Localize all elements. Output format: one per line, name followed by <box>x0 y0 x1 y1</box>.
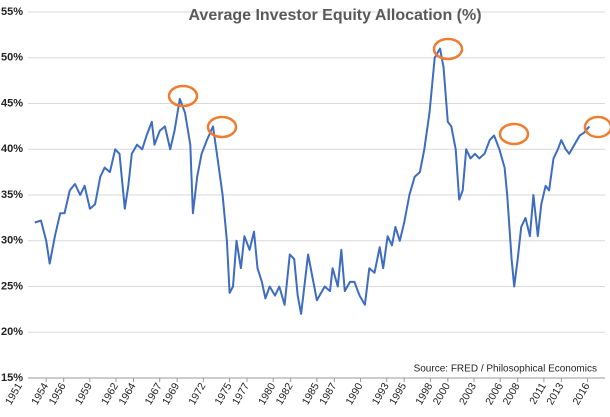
y-tick-label: 50% <box>1 52 23 64</box>
x-tick-label: 1962 <box>99 381 121 407</box>
source-note: Source: FRED / Philosophical Economics <box>414 364 597 375</box>
y-tick-label: 35% <box>1 189 23 201</box>
y-tick-label: 15% <box>1 372 23 384</box>
highlight-circle <box>583 115 610 139</box>
x-tick-label: 1964 <box>116 381 138 407</box>
x-tick-label: 2000 <box>431 381 453 407</box>
y-tick-label: 45% <box>1 97 23 109</box>
x-tick-label: 2016 <box>570 381 592 407</box>
x-tick-label: 1954 <box>29 381 51 407</box>
highlight-circle <box>206 115 238 139</box>
x-tick-label: 2008 <box>501 381 523 407</box>
x-tick-label: 1982 <box>274 381 296 407</box>
x-tick-label: 1951 <box>3 381 25 407</box>
y-tick-label: 55% <box>1 6 23 18</box>
x-tick-label: 1980 <box>256 381 278 407</box>
chart-title: Average Investor Equity Allocation (%) <box>188 7 481 24</box>
highlight-circle <box>498 122 530 146</box>
x-tick-label: 1998 <box>413 381 435 407</box>
x-tick-label: 1969 <box>160 381 182 407</box>
y-tick-label: 20% <box>1 326 23 338</box>
x-tick-label: 1987 <box>317 381 339 407</box>
highlight-circle <box>167 84 199 108</box>
x-tick-label: 1990 <box>343 381 365 407</box>
highlight-circles <box>167 37 610 146</box>
x-tick-label: 1972 <box>186 381 208 407</box>
x-tick-label: 2003 <box>457 381 479 407</box>
y-tick-label: 30% <box>1 235 23 247</box>
x-tick-label: 1985 <box>300 381 322 407</box>
x-tick-label: 2013 <box>544 381 566 407</box>
x-tick-label: 1959 <box>73 381 95 407</box>
x-tick-label: 1975 <box>212 381 234 407</box>
data-line <box>34 47 591 315</box>
x-tick-label: 1956 <box>47 381 69 407</box>
highlight-circle <box>432 37 464 61</box>
x-tick-label: 1993 <box>370 381 392 407</box>
y-tick-label: 25% <box>1 280 23 292</box>
x-tick-label: 2006 <box>483 381 505 407</box>
x-tick-label: 1977 <box>230 381 252 407</box>
y-tick-label: 40% <box>1 143 23 155</box>
x-tick-label: 1967 <box>143 381 165 407</box>
x-tick-label: 1995 <box>387 381 409 407</box>
